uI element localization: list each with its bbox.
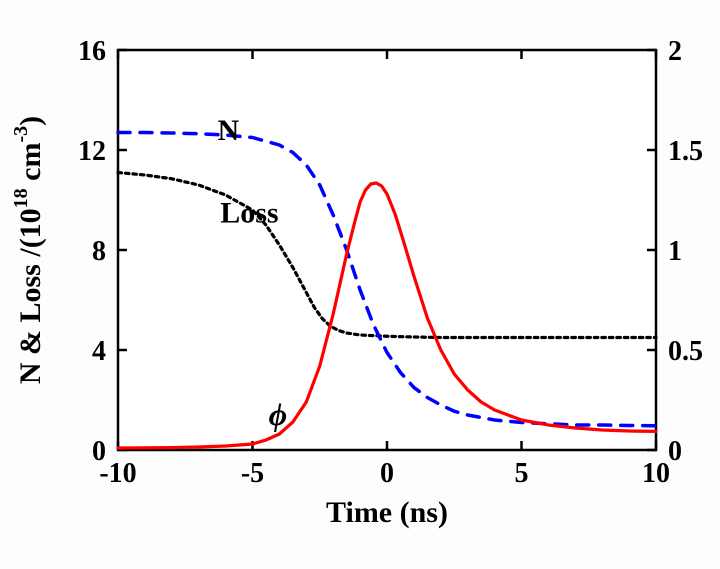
y-left-axis-label: N & Loss /(1018 cm-3) [10, 116, 47, 384]
chart-svg: -10-50510048121600.511.52Time (ns)N & Lo… [0, 0, 720, 569]
y-right-tick-label: 0 [668, 436, 682, 467]
y-right-tick-label: 0.5 [668, 336, 703, 367]
y-left-tick-label: 0 [92, 436, 106, 467]
x-axis-label: Time (ns) [326, 496, 448, 529]
y-right-tick-label: 1.5 [668, 136, 703, 167]
series-label-loss: Loss [220, 197, 278, 230]
y-left-tick-label: 16 [78, 36, 106, 67]
series-label-n: N [218, 114, 240, 147]
plot-bg [118, 50, 656, 450]
y-right-tick-label: 1 [668, 236, 682, 267]
y-left-tick-label: 4 [92, 336, 106, 367]
x-tick-label: 0 [380, 458, 394, 489]
chart-container: -10-50510048121600.511.52Time (ns)N & Lo… [0, 0, 720, 569]
series-label-phi: ϕ [269, 396, 288, 432]
x-tick-label: -5 [241, 458, 264, 489]
y-right-tick-label: 2 [668, 36, 682, 67]
y-left-tick-label: 8 [92, 236, 106, 267]
x-tick-label: 10 [642, 458, 670, 489]
y-left-tick-label: 12 [78, 136, 106, 167]
x-tick-label: 5 [515, 458, 529, 489]
